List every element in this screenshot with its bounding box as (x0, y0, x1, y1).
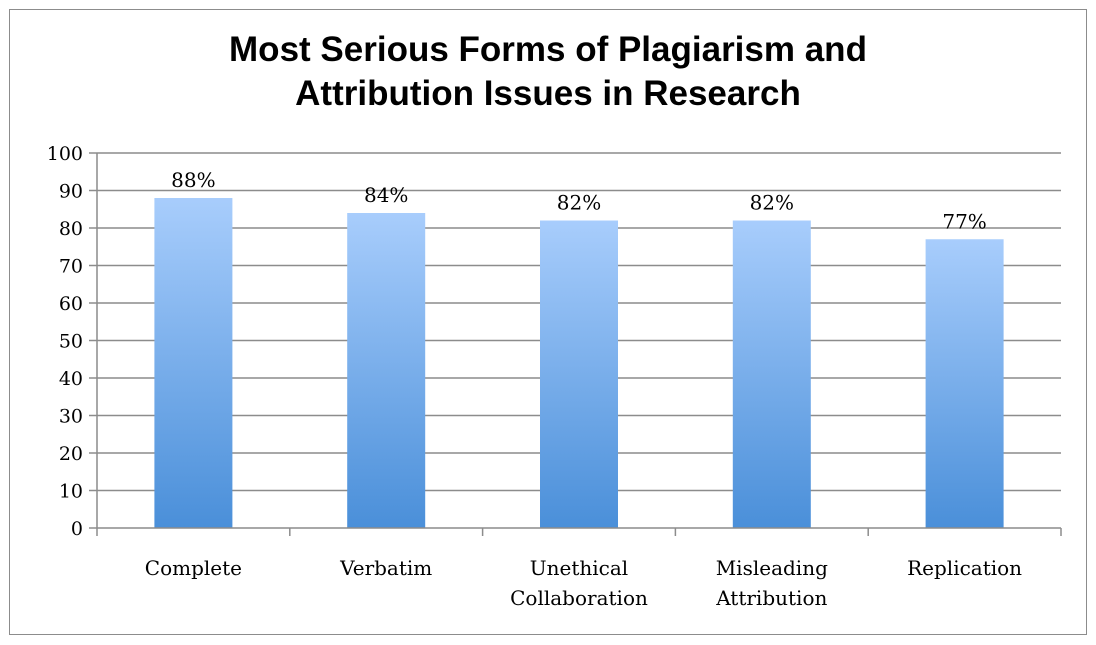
y-tick-label: 30 (59, 406, 83, 428)
axes (89, 152, 1062, 536)
x-category-label: Verbatim (339, 556, 432, 580)
x-category-label: Replication (907, 556, 1022, 580)
y-tick-label: 20 (59, 443, 83, 465)
bar (347, 213, 426, 528)
data-label: 77% (942, 209, 986, 233)
x-category-label: Attribution (715, 586, 827, 610)
y-tick-label: 60 (59, 293, 83, 315)
bar (925, 239, 1004, 528)
bar (540, 220, 618, 528)
data-label: 82% (750, 191, 794, 215)
y-tick-label: 100 (47, 143, 83, 165)
bar (732, 220, 811, 528)
y-tick-label: 50 (59, 331, 83, 353)
x-category-label: Misleading (716, 556, 828, 580)
y-tick-label: 70 (59, 256, 83, 278)
labels: 0 10 20 30 40 50 60 70 80 90 100 88% Complete 84% Verb… (47, 143, 1022, 610)
y-tick-label: 40 (59, 368, 83, 390)
bars (154, 198, 1004, 528)
chart-title: Most Serious Forms of Plagiarism and Att… (0, 28, 1096, 116)
x-category-label: Complete (145, 556, 242, 580)
y-tick-label: 0 (71, 518, 83, 540)
data-label: 88% (171, 168, 215, 192)
y-tick-label: 90 (59, 181, 83, 203)
chart-title-line-1: Most Serious Forms of Plagiarism and (229, 30, 867, 69)
y-tick-label: 80 (59, 218, 83, 240)
data-label: 84% (364, 183, 408, 207)
x-category-label: Unethical (530, 556, 628, 580)
x-category-label: Collaboration (510, 586, 648, 610)
chart-title-line-2: Attribution Issues in Research (295, 74, 801, 113)
bar (154, 198, 233, 528)
data-label: 82% (557, 191, 601, 215)
y-tick-label: 10 (59, 481, 83, 503)
